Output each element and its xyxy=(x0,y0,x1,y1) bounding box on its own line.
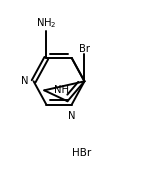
Text: N: N xyxy=(21,76,28,86)
Text: Br: Br xyxy=(79,44,90,54)
Text: NH: NH xyxy=(54,85,69,95)
Text: NH$_2$: NH$_2$ xyxy=(36,17,57,30)
Text: N: N xyxy=(68,111,75,121)
Text: HBr: HBr xyxy=(72,148,92,158)
